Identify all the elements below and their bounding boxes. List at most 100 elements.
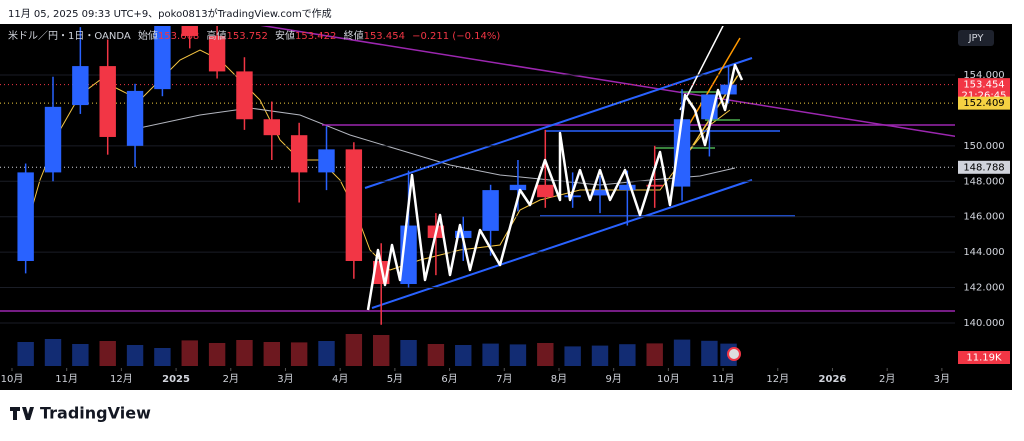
- candle-body: [345, 149, 363, 261]
- volume-label: 11.19K: [966, 353, 1002, 364]
- volume-bar: [537, 343, 554, 366]
- candle-body: [154, 26, 171, 90]
- volume-bar: [400, 340, 417, 366]
- x-tick-label: 2月: [879, 373, 895, 385]
- volume-bar: [99, 341, 116, 366]
- volume-bar: [482, 343, 499, 366]
- candle-body: [44, 106, 62, 173]
- value: 153.752: [226, 31, 267, 42]
- value: 153.422: [295, 31, 336, 42]
- candle-body: [318, 149, 335, 173]
- volume-bar: [44, 339, 62, 366]
- logo: TradingView: [10, 404, 151, 423]
- x-tick-label: 9月: [605, 373, 621, 385]
- volume-bar: [619, 344, 636, 366]
- candle-body: [290, 135, 308, 173]
- volume-bar: [591, 345, 609, 366]
- price-label-bg: [958, 96, 1010, 110]
- candle-body: [482, 190, 499, 231]
- volume-bar: [236, 340, 253, 366]
- zigzag: [366, 63, 744, 311]
- candle-body: [236, 71, 253, 120]
- value: 153.454: [364, 31, 405, 42]
- price-label: 152.409: [963, 98, 1004, 109]
- legend: 米ドル／円・1日・OANDA 始値153.668 高値153.752 安値153…: [8, 29, 500, 42]
- y-tick-label: 140.000: [963, 318, 1004, 329]
- x-tick-label: 3月: [277, 373, 293, 385]
- candle-body: [509, 184, 527, 191]
- change: −0.211 (−0.14%): [412, 31, 500, 42]
- x-tick-label: 7月: [496, 373, 512, 385]
- candle-body: [99, 66, 116, 137]
- y-tick-label: 146.000: [963, 212, 1004, 223]
- candle-body: [619, 184, 636, 191]
- x-tick-label: 2月: [223, 373, 239, 385]
- y-tick-label: 142.000: [963, 283, 1004, 294]
- candle-body: [646, 184, 663, 187]
- volume-bar: [208, 343, 226, 366]
- x-tick-label: 5月: [387, 373, 403, 385]
- volume-bar: [673, 339, 691, 366]
- candle-body: [263, 119, 281, 136]
- drawings: [366, 63, 744, 361]
- candle-body: [126, 90, 144, 146]
- candle-body: [591, 190, 609, 196]
- header: 11月 05, 2025 09:33 UTC+9、poko0813がTradin…: [0, 0, 1024, 24]
- x-tick-label: 2025: [162, 374, 190, 385]
- caption: 11月 05, 2025 09:33 UTC+9、poko0813がTradin…: [8, 9, 332, 20]
- candle-body: [564, 195, 581, 198]
- candles: [0, 26, 955, 366]
- volume-bar: [72, 344, 89, 366]
- candle-body: [17, 172, 34, 261]
- countdown: 21:26:45: [962, 91, 1007, 102]
- volume-bar: [564, 346, 581, 366]
- chart-background: [0, 24, 1012, 390]
- currency-button[interactable]: [958, 30, 994, 46]
- label: 始値: [138, 29, 158, 42]
- volume-label-bg: [958, 351, 1010, 364]
- x-tick-label: 6月: [441, 373, 457, 385]
- volume-bar: [154, 348, 171, 366]
- volume-bar: [455, 345, 472, 366]
- x-tick-label: 2026: [819, 374, 847, 385]
- price-label-bg: [958, 160, 1010, 174]
- y-tick-label: 154.000: [963, 70, 1004, 81]
- x-tick-label: 4月: [332, 373, 348, 385]
- label: 安値: [275, 29, 295, 42]
- x-tick-label: 3月: [934, 373, 950, 385]
- x-tick-label: 10月: [657, 373, 680, 385]
- event-icon: [727, 347, 741, 361]
- channel-upper: [364, 57, 753, 189]
- volume-bar: [181, 340, 198, 366]
- label: 終値: [344, 29, 364, 42]
- volume-bar: [126, 345, 144, 366]
- brand: TradingView: [40, 404, 151, 423]
- y-tick-label: 148.000: [963, 176, 1004, 187]
- x-tick-label: 11月: [55, 373, 78, 385]
- symbol: 米ドル／円・1日・OANDA: [8, 29, 131, 42]
- price-label: 148.788: [963, 162, 1004, 173]
- x-tick-label: 12月: [110, 373, 133, 385]
- volume-bar: [17, 342, 34, 366]
- x-tick-label: 10月: [1, 373, 24, 385]
- volume-bar: [372, 335, 390, 366]
- y-tick-label: 150.000: [963, 141, 1004, 152]
- volume-bar: [345, 334, 363, 366]
- candle-body: [72, 66, 89, 106]
- y-tick-label: 144.000: [963, 247, 1004, 258]
- currency: JPY: [968, 33, 985, 44]
- trend-line: [679, 26, 724, 111]
- logo-mark: [10, 407, 34, 420]
- candle-body: [208, 35, 226, 72]
- volume-bar: [509, 344, 527, 366]
- channel-lower: [371, 179, 753, 309]
- candle-body: [673, 119, 691, 187]
- value: 153.668: [158, 31, 199, 42]
- volume-bar: [427, 344, 445, 366]
- volume-bar: [318, 341, 335, 366]
- x-tick-label: 8月: [551, 373, 567, 385]
- candle-body: [537, 184, 554, 198]
- volume-bar: [263, 342, 281, 366]
